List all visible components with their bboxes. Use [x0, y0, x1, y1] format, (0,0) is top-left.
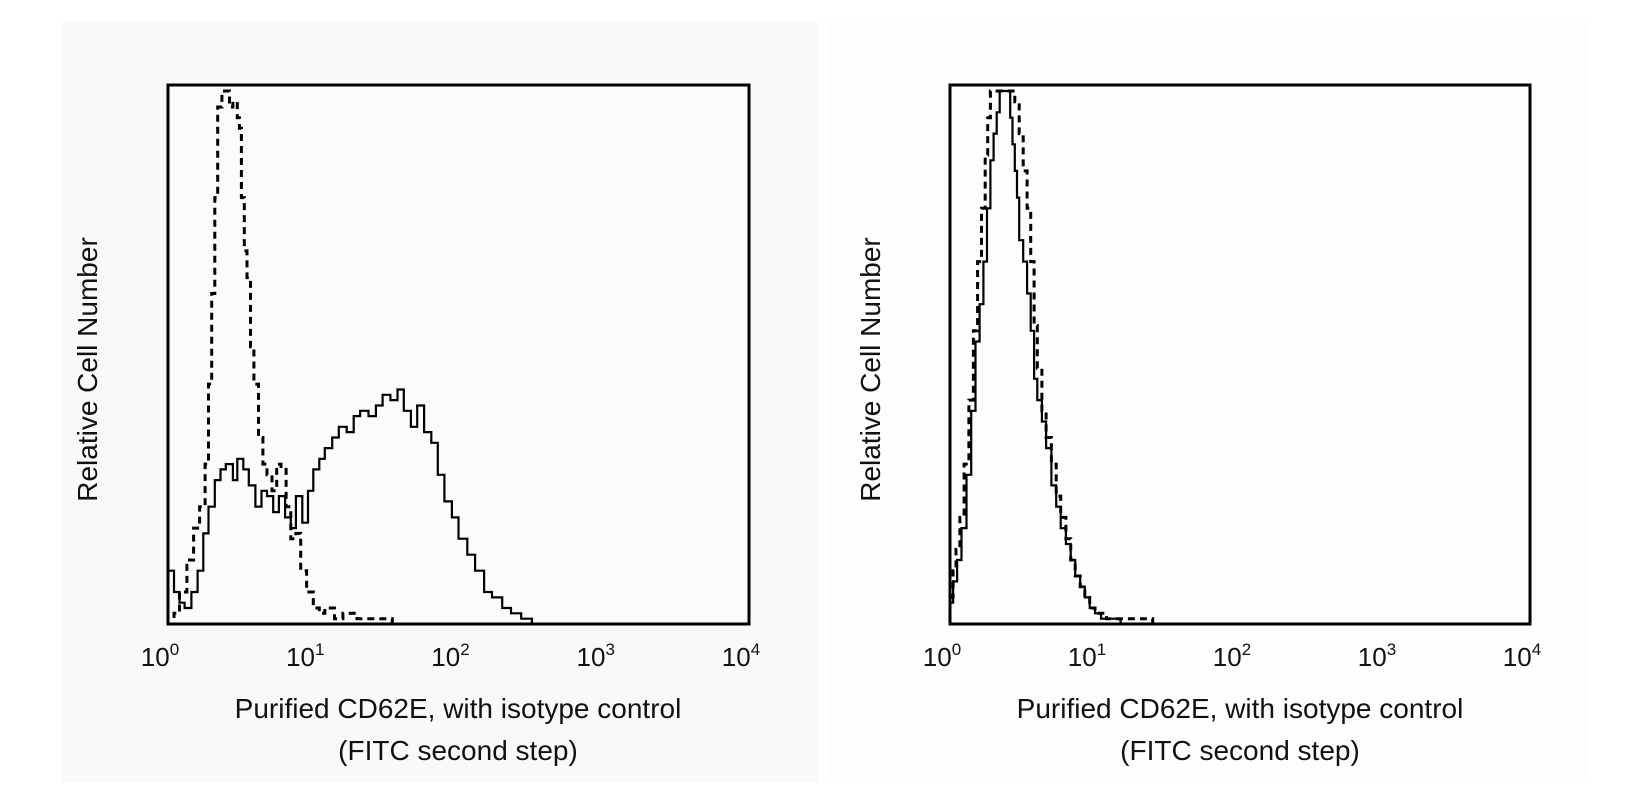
plot-border: [166, 83, 751, 626]
y-axis-label: Relative Cell Number: [72, 237, 103, 502]
x-tick-label: 104: [722, 640, 760, 672]
x-axis-label-line1: Purified CD62E, with isotype control: [1017, 693, 1464, 724]
tick-exponent: 4: [1532, 640, 1541, 659]
tick-exponent: 2: [1242, 640, 1251, 659]
x-tick-label: 100: [923, 640, 961, 672]
histogram-series-solid: [168, 388, 533, 624]
x-tick-label: 102: [431, 640, 469, 672]
tick-base: 10: [286, 642, 315, 672]
x-axis-label-line2: (FITC second step): [1120, 735, 1360, 766]
tick-base: 10: [923, 642, 952, 672]
tick-base: 10: [431, 642, 460, 672]
tick-exponent: 2: [460, 640, 469, 659]
tick-base: 10: [577, 642, 606, 672]
tick-base: 10: [1358, 642, 1387, 672]
y-axis-label: Relative Cell Number: [855, 237, 886, 502]
tick-base: 10: [722, 642, 751, 672]
x-tick-label: 100: [141, 640, 179, 672]
x-tick-label: 101: [286, 640, 324, 672]
histogram-series-dashed: [950, 89, 1208, 624]
x-tick-label: 102: [1213, 640, 1251, 672]
tick-exponent: 3: [1387, 640, 1396, 659]
tick-exponent: 1: [315, 640, 324, 659]
tick-exponent: 0: [952, 640, 961, 659]
x-tick-label: 104: [1503, 640, 1541, 672]
x-tick-label: 103: [577, 640, 615, 672]
tick-exponent: 1: [1097, 640, 1106, 659]
histogram-series-solid: [950, 89, 1129, 624]
tick-base: 10: [141, 642, 170, 672]
plot-frame: [948, 83, 1532, 626]
plot-border: [948, 83, 1532, 626]
x-axis-label-line2: (FITC second step): [338, 735, 578, 766]
x-tick-label: 103: [1358, 640, 1396, 672]
x-axis-label-line1: Purified CD62E, with isotype control: [235, 693, 682, 724]
x-tick-label: 101: [1068, 640, 1106, 672]
tick-exponent: 0: [170, 640, 179, 659]
tick-exponent: 4: [751, 640, 760, 659]
tick-base: 10: [1503, 642, 1532, 672]
tick-base: 10: [1068, 642, 1097, 672]
tick-base: 10: [1213, 642, 1242, 672]
histogram-series-dashed: [168, 89, 415, 624]
tick-exponent: 3: [605, 640, 614, 659]
